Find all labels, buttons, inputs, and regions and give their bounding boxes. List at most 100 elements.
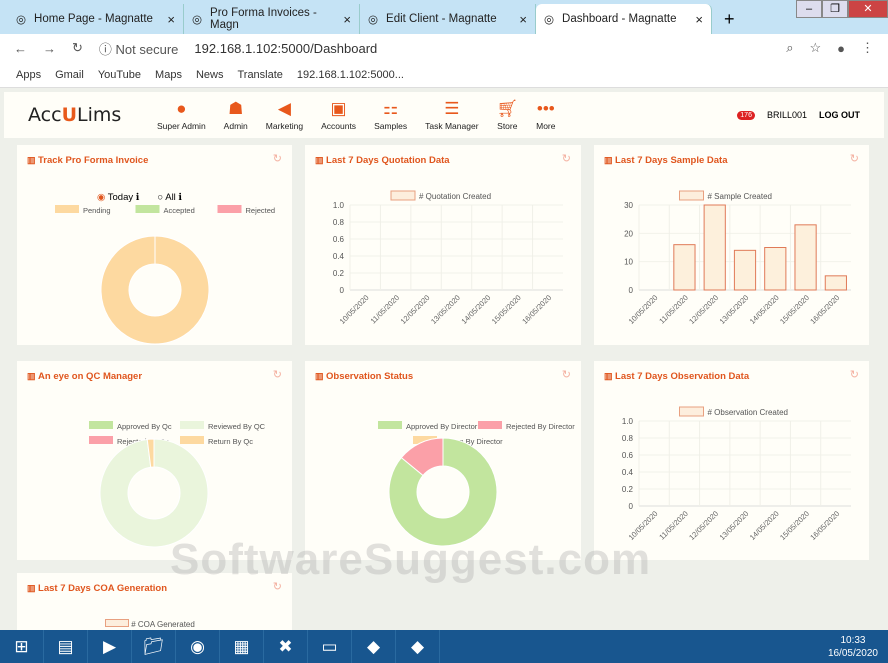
bookmark-gmail[interactable]: Gmail (55, 68, 84, 81)
maximize-button[interactable]: ❐ (822, 0, 848, 18)
nav-accounts[interactable]: ▣ Accounts (312, 99, 365, 131)
minimize-button[interactable]: – (796, 0, 822, 18)
clock[interactable]: 10:33 16/05/2020 (828, 634, 888, 660)
radio-all[interactable]: ○ All ℹ (157, 192, 183, 203)
tab-dashboard[interactable]: ◎ Dashboard - Magnatte × (536, 4, 712, 34)
legend-swatch (180, 421, 204, 429)
taskbar-app[interactable]: ◆ (352, 630, 396, 663)
refresh-icon[interactable]: ↻ (561, 153, 571, 165)
close-icon[interactable]: × (695, 11, 703, 27)
nav-label: Samples (374, 121, 408, 131)
radio-label: All (165, 192, 176, 203)
y-tick-label: 1.0 (333, 201, 345, 210)
nav-marketing[interactable]: ◀ Marketing (257, 99, 312, 131)
close-window-button[interactable]: ✕ (848, 0, 888, 18)
tab-edit-client[interactable]: ◎ Edit Client - Magnatte × (360, 4, 536, 34)
close-icon[interactable]: × (519, 11, 527, 27)
bar (703, 204, 726, 291)
bookmark-translate[interactable]: Translate (237, 68, 283, 81)
refresh-icon[interactable]: ↻ (561, 369, 571, 381)
card-title: Track Pro Forma Invoice (27, 155, 148, 166)
y-tick-label: 0.4 (622, 468, 634, 477)
legend-label: Approved By Qc (117, 422, 172, 431)
x-tick-label: 12/05/2020 (399, 293, 432, 326)
donut-slice (100, 235, 210, 345)
tab-home[interactable]: ◎ Home Page - Magnatte × (8, 4, 184, 34)
x-tick-label: 16/05/2020 (808, 509, 841, 542)
x-tick-label: 14/05/2020 (459, 293, 492, 326)
chrome-icon[interactable]: ◉ (176, 630, 220, 663)
close-icon[interactable]: × (343, 11, 351, 27)
x-tick-label: 11/05/2020 (369, 293, 402, 326)
card-title: Observation Status (315, 371, 413, 382)
tab-label: Dashboard - Magnatte (562, 13, 677, 25)
quotation-chart: # Quotation Created 0 0.2 0.4 0.6 0.8 1.0 10/05… (333, 190, 563, 326)
card-coa: Last 7 Days COA Generation ↻ # COA Genera… (17, 573, 292, 630)
refresh-icon[interactable]: ↻ (849, 369, 859, 381)
forward-icon[interactable]: → (43, 40, 56, 56)
taskbar-app[interactable]: ▶ (88, 630, 132, 663)
nav-samples[interactable]: ⚏ Samples (365, 99, 416, 131)
logout-button[interactable]: LOG OUT (819, 110, 860, 120)
coa-legend: # COA Generated (105, 619, 195, 629)
y-tick-label: 1.0 (622, 417, 634, 426)
taskbar-app[interactable]: 📁︎ (132, 630, 176, 663)
nav-label: More (536, 121, 556, 131)
refresh-icon[interactable]: ↻ (272, 369, 282, 381)
back-icon[interactable]: ← (14, 40, 27, 56)
y-tick-label: 0.8 (333, 218, 345, 227)
legend-swatch (89, 421, 113, 429)
proforma-donut: Pending Accepted Rejected (55, 205, 275, 345)
y-tick-label: 0.2 (622, 485, 634, 494)
close-icon[interactable]: × (167, 11, 175, 27)
card-qc: An eye on QC Manager ↻ Approved By Qc Revi… (17, 361, 292, 560)
zoom-icon[interactable]: ⌕ (786, 40, 794, 55)
nav-label: Marketing (265, 121, 304, 131)
bookmark-local[interactable]: 192.168.1.102:5000... (296, 68, 404, 81)
url-input[interactable]: 192.168.1.102:5000/Dashboard (194, 40, 378, 56)
bookmark-maps[interactable]: Maps (155, 68, 182, 81)
nav-more[interactable]: ••• More (527, 99, 564, 131)
x-tick-label: 16/05/2020 (808, 293, 841, 326)
nav-super-admin[interactable]: ● Super Admin (148, 99, 215, 131)
legend-label: Rejected By Director (506, 422, 575, 431)
taskbar-app[interactable]: ◆ (396, 630, 440, 663)
tab-label: Pro Forma Invoices - Magn (210, 7, 317, 31)
main-nav: ● Super Admin ☗ Admin ◀ Marketing ▣ Accounts… (148, 99, 565, 131)
bar (824, 275, 847, 291)
legend-swatch (135, 205, 160, 213)
y-tick-label: 10 (624, 258, 633, 267)
legend-label: Reviewed By QC (208, 422, 266, 431)
notification-badge[interactable]: 176 (737, 110, 755, 120)
reload-icon[interactable]: ↻ (72, 40, 83, 55)
bookmark-apps[interactable]: Apps (16, 68, 42, 81)
taskbar-app[interactable]: ✖ (264, 630, 308, 663)
legend-swatch (679, 190, 704, 201)
x-tick-label: 13/05/2020 (718, 509, 751, 542)
taskbar-app[interactable]: ▦ (220, 630, 264, 663)
taskbar-app[interactable]: ▤ (44, 630, 88, 663)
x-tick-label: 14/05/2020 (748, 293, 781, 326)
refresh-icon[interactable]: ↻ (272, 581, 282, 593)
bookmark-youtube[interactable]: YouTube (97, 68, 142, 81)
star-icon[interactable]: ☆ (809, 40, 822, 55)
legend-label: # Quotation Created (419, 192, 491, 201)
start-button[interactable]: ⊞ (0, 630, 44, 663)
menu-icon[interactable]: ⋮ (861, 40, 874, 55)
bookmark-news[interactable]: News (195, 68, 224, 81)
logo[interactable]: AccULims (28, 104, 122, 126)
account-icon[interactable]: ● (837, 40, 845, 56)
new-tab-button[interactable]: + (724, 9, 735, 29)
nav-task-manager[interactable]: ☰ Task Manager (416, 99, 487, 131)
tab-proforma[interactable]: ◎ Pro Forma Invoices - Magn × (184, 4, 360, 34)
refresh-icon[interactable]: ↻ (849, 153, 859, 165)
x-tick-label: 14/05/2020 (748, 509, 781, 542)
refresh-icon[interactable]: ↻ (272, 153, 282, 165)
nav-admin[interactable]: ☗ Admin (215, 99, 257, 131)
user-menu[interactable]: BRILL001 (766, 110, 807, 120)
radio-today[interactable]: ◉ Today ℹ (97, 192, 140, 203)
taskbar-app[interactable]: ▭ (308, 630, 352, 663)
radio-label: Today (107, 192, 134, 203)
nav-store[interactable]: 🛒︎ Store (488, 99, 528, 131)
